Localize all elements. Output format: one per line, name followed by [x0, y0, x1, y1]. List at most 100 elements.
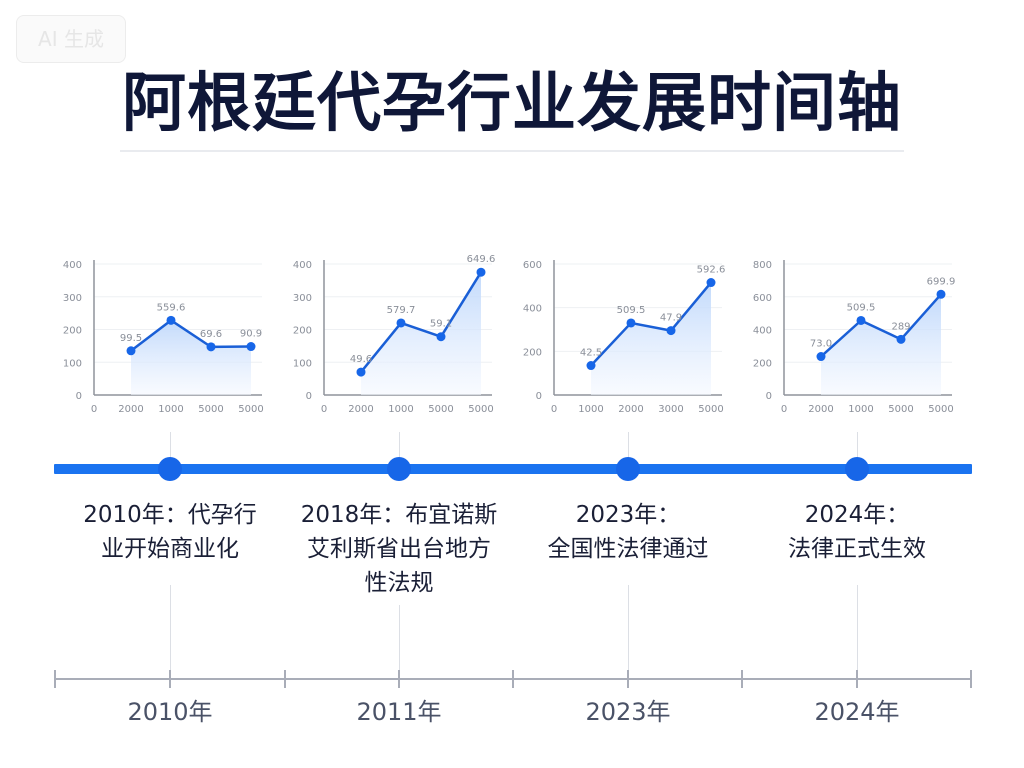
svg-text:300: 300 [63, 293, 82, 304]
svg-text:2000: 2000 [348, 404, 373, 415]
timeline-bar [54, 464, 972, 474]
svg-text:2000: 2000 [808, 404, 833, 415]
svg-text:5000: 5000 [238, 404, 263, 415]
axis-tick [512, 670, 514, 688]
event-line: 艾利斯省出台地方 [307, 536, 491, 562]
mini-chart-2: 0 100 200 300 400 0 2000 1000 5000 5000 49.6 579.7 5… [286, 250, 506, 420]
timeline-node-2024[interactable] [845, 457, 869, 481]
svg-text:200: 200 [753, 358, 772, 369]
svg-text:0: 0 [781, 404, 787, 415]
svg-text:99.5: 99.5 [120, 333, 142, 344]
event-2018: 2018年：布宜诺斯 艾利斯省出台地方 性法规 [294, 498, 504, 600]
svg-text:5000: 5000 [698, 404, 723, 415]
axis-tick [169, 670, 171, 688]
svg-text:90.9: 90.9 [240, 329, 262, 340]
svg-text:400: 400 [753, 326, 772, 337]
event-line: 2010年：代孕行 [83, 502, 257, 528]
svg-text:289: 289 [891, 321, 910, 332]
page-title: 阿根廷代孕行业发展时间轴 [122, 67, 902, 141]
axis-tick [398, 670, 400, 688]
timeline-node-2018[interactable] [387, 457, 411, 481]
event-line: 2023年： [575, 502, 681, 528]
event-2010: 2010年：代孕行 业开始商业化 [65, 498, 275, 566]
title-divider [120, 150, 904, 152]
axis-label-year: 2011年 [356, 698, 442, 726]
svg-text:592.6: 592.6 [697, 265, 726, 276]
svg-text:1000: 1000 [578, 404, 603, 415]
ai-generated-badge: AI 生成 [16, 15, 126, 63]
axis-tick [970, 670, 972, 688]
svg-text:649.6: 649.6 [467, 254, 496, 265]
svg-text:200: 200 [523, 347, 542, 358]
svg-text:59.1: 59.1 [430, 319, 452, 330]
timeline-node-2010[interactable] [158, 457, 182, 481]
axis-tick [856, 670, 858, 688]
svg-text:42.5: 42.5 [580, 348, 602, 359]
axis-tick [54, 670, 56, 688]
svg-text:1000: 1000 [158, 404, 183, 415]
svg-text:100: 100 [293, 358, 312, 369]
mini-chart-1: 0 100 200 300 400 0 2000 1000 5000 5000 99.5 559.6 6… [56, 250, 276, 420]
svg-text:800: 800 [753, 260, 772, 271]
svg-text:5000: 5000 [428, 404, 453, 415]
axis-tick [627, 670, 629, 688]
timeline-node-2023[interactable] [616, 457, 640, 481]
svg-text:0: 0 [551, 404, 557, 415]
svg-text:5000: 5000 [888, 404, 913, 415]
mini-chart-3: 0 200 400 600 0 1000 2000 3000 5000 42.5 509.5 47.9… [516, 250, 736, 420]
event-2024: 2024年： 法律正式生效 [752, 498, 962, 566]
svg-text:3000: 3000 [658, 404, 683, 415]
svg-text:0: 0 [766, 391, 772, 402]
svg-text:5000: 5000 [928, 404, 953, 415]
svg-text:600: 600 [523, 260, 542, 271]
connector-line [170, 585, 171, 675]
svg-text:2000: 2000 [618, 404, 643, 415]
axis-label-year: 2010年 [127, 698, 213, 726]
event-line: 性法规 [364, 570, 434, 596]
svg-text:49.6: 49.6 [350, 354, 372, 365]
connector-line [628, 585, 629, 675]
mini-chart-4: 0 200 400 600 800 0 2000 1000 5000 5000 73.0 509.5 2… [746, 250, 966, 420]
axis-tick [741, 670, 743, 688]
connector-line [857, 585, 858, 675]
event-line: 业开始商业化 [101, 536, 239, 562]
connector-line [399, 432, 400, 462]
connector-line [857, 432, 858, 462]
svg-text:5000: 5000 [468, 404, 493, 415]
svg-text:47.9: 47.9 [660, 313, 682, 324]
event-line: 法律正式生效 [788, 536, 926, 562]
svg-text:1000: 1000 [388, 404, 413, 415]
connector-line [170, 432, 171, 462]
svg-text:300: 300 [293, 293, 312, 304]
svg-text:400: 400 [63, 260, 82, 271]
svg-text:579.7: 579.7 [387, 305, 416, 316]
svg-text:400: 400 [523, 304, 542, 315]
svg-text:100: 100 [63, 358, 82, 369]
connector-line [399, 605, 400, 675]
svg-text:400: 400 [293, 260, 312, 271]
connector-line [628, 432, 629, 462]
svg-text:1000: 1000 [848, 404, 873, 415]
svg-text:200: 200 [293, 326, 312, 337]
svg-text:69.6: 69.6 [200, 329, 222, 340]
axis-label-year: 2023年 [585, 698, 671, 726]
event-line: 2018年：布宜诺斯 [300, 502, 498, 528]
svg-text:0: 0 [321, 404, 327, 415]
svg-text:0: 0 [91, 404, 97, 415]
svg-text:0: 0 [536, 391, 542, 402]
svg-text:509.5: 509.5 [617, 305, 646, 316]
event-line: 2024年： [804, 502, 910, 528]
event-2023: 2023年： 全国性法律通过 [523, 498, 733, 566]
svg-text:0: 0 [306, 391, 312, 402]
event-line: 全国性法律通过 [547, 536, 709, 562]
svg-text:600: 600 [753, 293, 772, 304]
svg-text:73.0: 73.0 [810, 339, 832, 350]
svg-text:509.5: 509.5 [847, 302, 876, 313]
svg-text:699.9: 699.9 [927, 276, 956, 287]
axis-tick [284, 670, 286, 688]
svg-text:559.6: 559.6 [157, 302, 186, 313]
axis-label-year: 2024年 [814, 698, 900, 726]
svg-text:5000: 5000 [198, 404, 223, 415]
svg-text:2000: 2000 [118, 404, 143, 415]
svg-text:200: 200 [63, 326, 82, 337]
